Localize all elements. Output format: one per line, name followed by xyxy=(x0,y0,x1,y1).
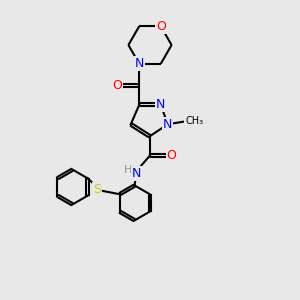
Text: N: N xyxy=(156,98,166,111)
Text: O: O xyxy=(112,79,122,92)
Text: S: S xyxy=(93,183,101,196)
Text: N: N xyxy=(163,118,172,131)
Text: H: H xyxy=(124,165,132,175)
Text: N: N xyxy=(134,57,144,70)
Text: CH₃: CH₃ xyxy=(185,116,203,126)
Text: O: O xyxy=(167,149,176,162)
Text: N: N xyxy=(131,167,141,180)
Text: O: O xyxy=(156,20,166,33)
